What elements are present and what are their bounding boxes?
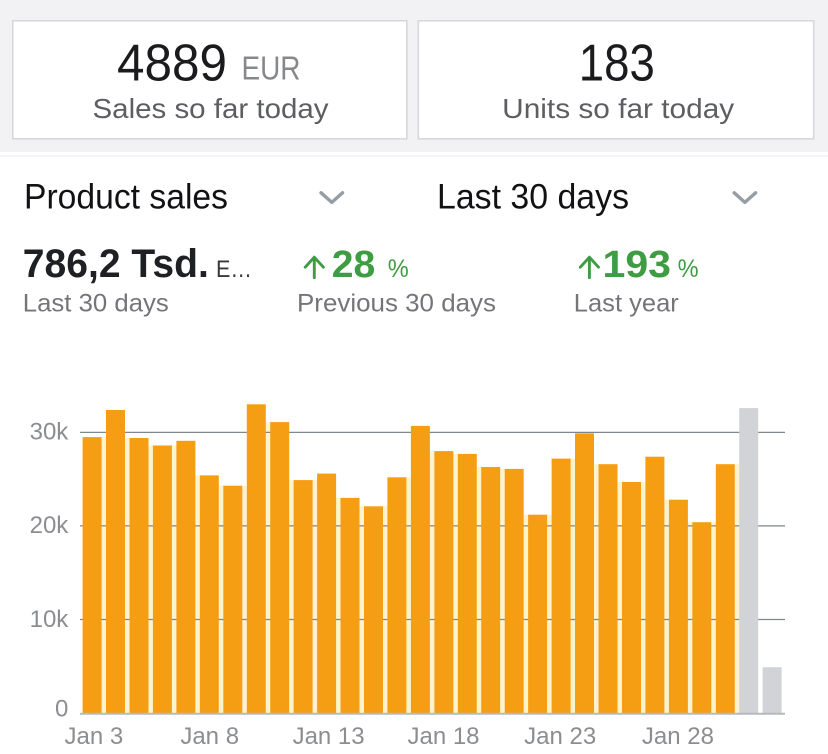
svg-text:Jan 3: Jan 3 [65, 723, 124, 750]
svg-text:Last 30 days: Last 30 days [437, 178, 629, 217]
svg-text:28: 28 [332, 244, 376, 286]
svg-text:EUR: EUR [242, 49, 301, 86]
svg-text:0: 0 [55, 696, 68, 723]
svg-text:10k: 10k [30, 606, 70, 633]
svg-text:183: 183 [579, 34, 655, 92]
svg-text:Jan 23: Jan 23 [524, 723, 596, 750]
svg-text:193: 193 [603, 244, 672, 286]
svg-text:4889: 4889 [117, 35, 227, 93]
svg-text:Jan 28: Jan 28 [642, 723, 714, 750]
svg-text:30k: 30k [30, 419, 70, 446]
svg-text:Jan 18: Jan 18 [407, 723, 479, 750]
svg-text:Last 30 days: Last 30 days [23, 290, 169, 318]
svg-text:Last year: Last year [574, 290, 679, 318]
svg-text:20k: 20k [30, 512, 70, 539]
svg-text:Product sales: Product sales [24, 178, 228, 217]
svg-text:Jan 8: Jan 8 [180, 723, 239, 750]
svg-text:Jan 13: Jan 13 [293, 723, 365, 750]
svg-text:Sales so far today: Sales so far today [93, 93, 329, 124]
svg-text:%: % [678, 255, 699, 283]
svg-text:786,2 Tsd.: 786,2 Tsd. [23, 242, 209, 286]
svg-text:Units so far today: Units so far today [502, 93, 734, 124]
svg-text:E…: E… [216, 256, 252, 283]
svg-text:Previous 30 days: Previous 30 days [297, 290, 496, 318]
svg-text:%: % [388, 255, 409, 283]
